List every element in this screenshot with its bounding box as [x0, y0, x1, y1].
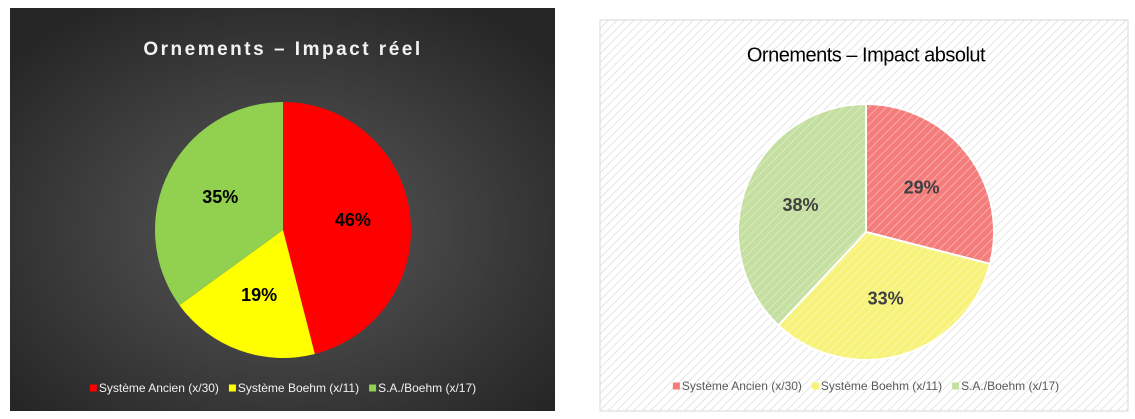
- legend-swatch: [811, 382, 819, 390]
- slice-texture: [738, 104, 866, 326]
- legend-label: Système Ancien (x/30): [682, 379, 802, 393]
- legend-label: S.A./Boehm (x/17): [961, 379, 1059, 393]
- slice-texture: [866, 104, 994, 264]
- data-label: 35%: [202, 187, 238, 207]
- legend-label: S.A./Boehm (x/17): [378, 381, 476, 395]
- legend-swatch: [952, 382, 960, 390]
- data-label: 29%: [904, 178, 940, 198]
- chart-title: Ornements – Impact réel: [143, 39, 422, 60]
- legend-label: Système Ancien (x/30): [99, 381, 219, 395]
- data-label: 33%: [868, 288, 904, 308]
- legend-swatch: [369, 384, 377, 392]
- legend-swatch: [228, 384, 236, 392]
- chart-title: Ornements – Impact absolut: [747, 44, 986, 66]
- slice-texture: [778, 232, 990, 360]
- data-label: 38%: [783, 195, 819, 215]
- legend-label: Système Boehm (x/11): [821, 379, 942, 393]
- data-label: 19%: [241, 285, 277, 305]
- legend-swatch: [672, 382, 680, 390]
- pie-slice: [179, 230, 315, 358]
- data-label: 46%: [335, 210, 371, 230]
- legend-label: Système Boehm (x/11): [238, 381, 359, 395]
- pie-slice: [155, 102, 283, 306]
- pie-slice: [283, 102, 411, 354]
- legend-swatch: [89, 384, 97, 392]
